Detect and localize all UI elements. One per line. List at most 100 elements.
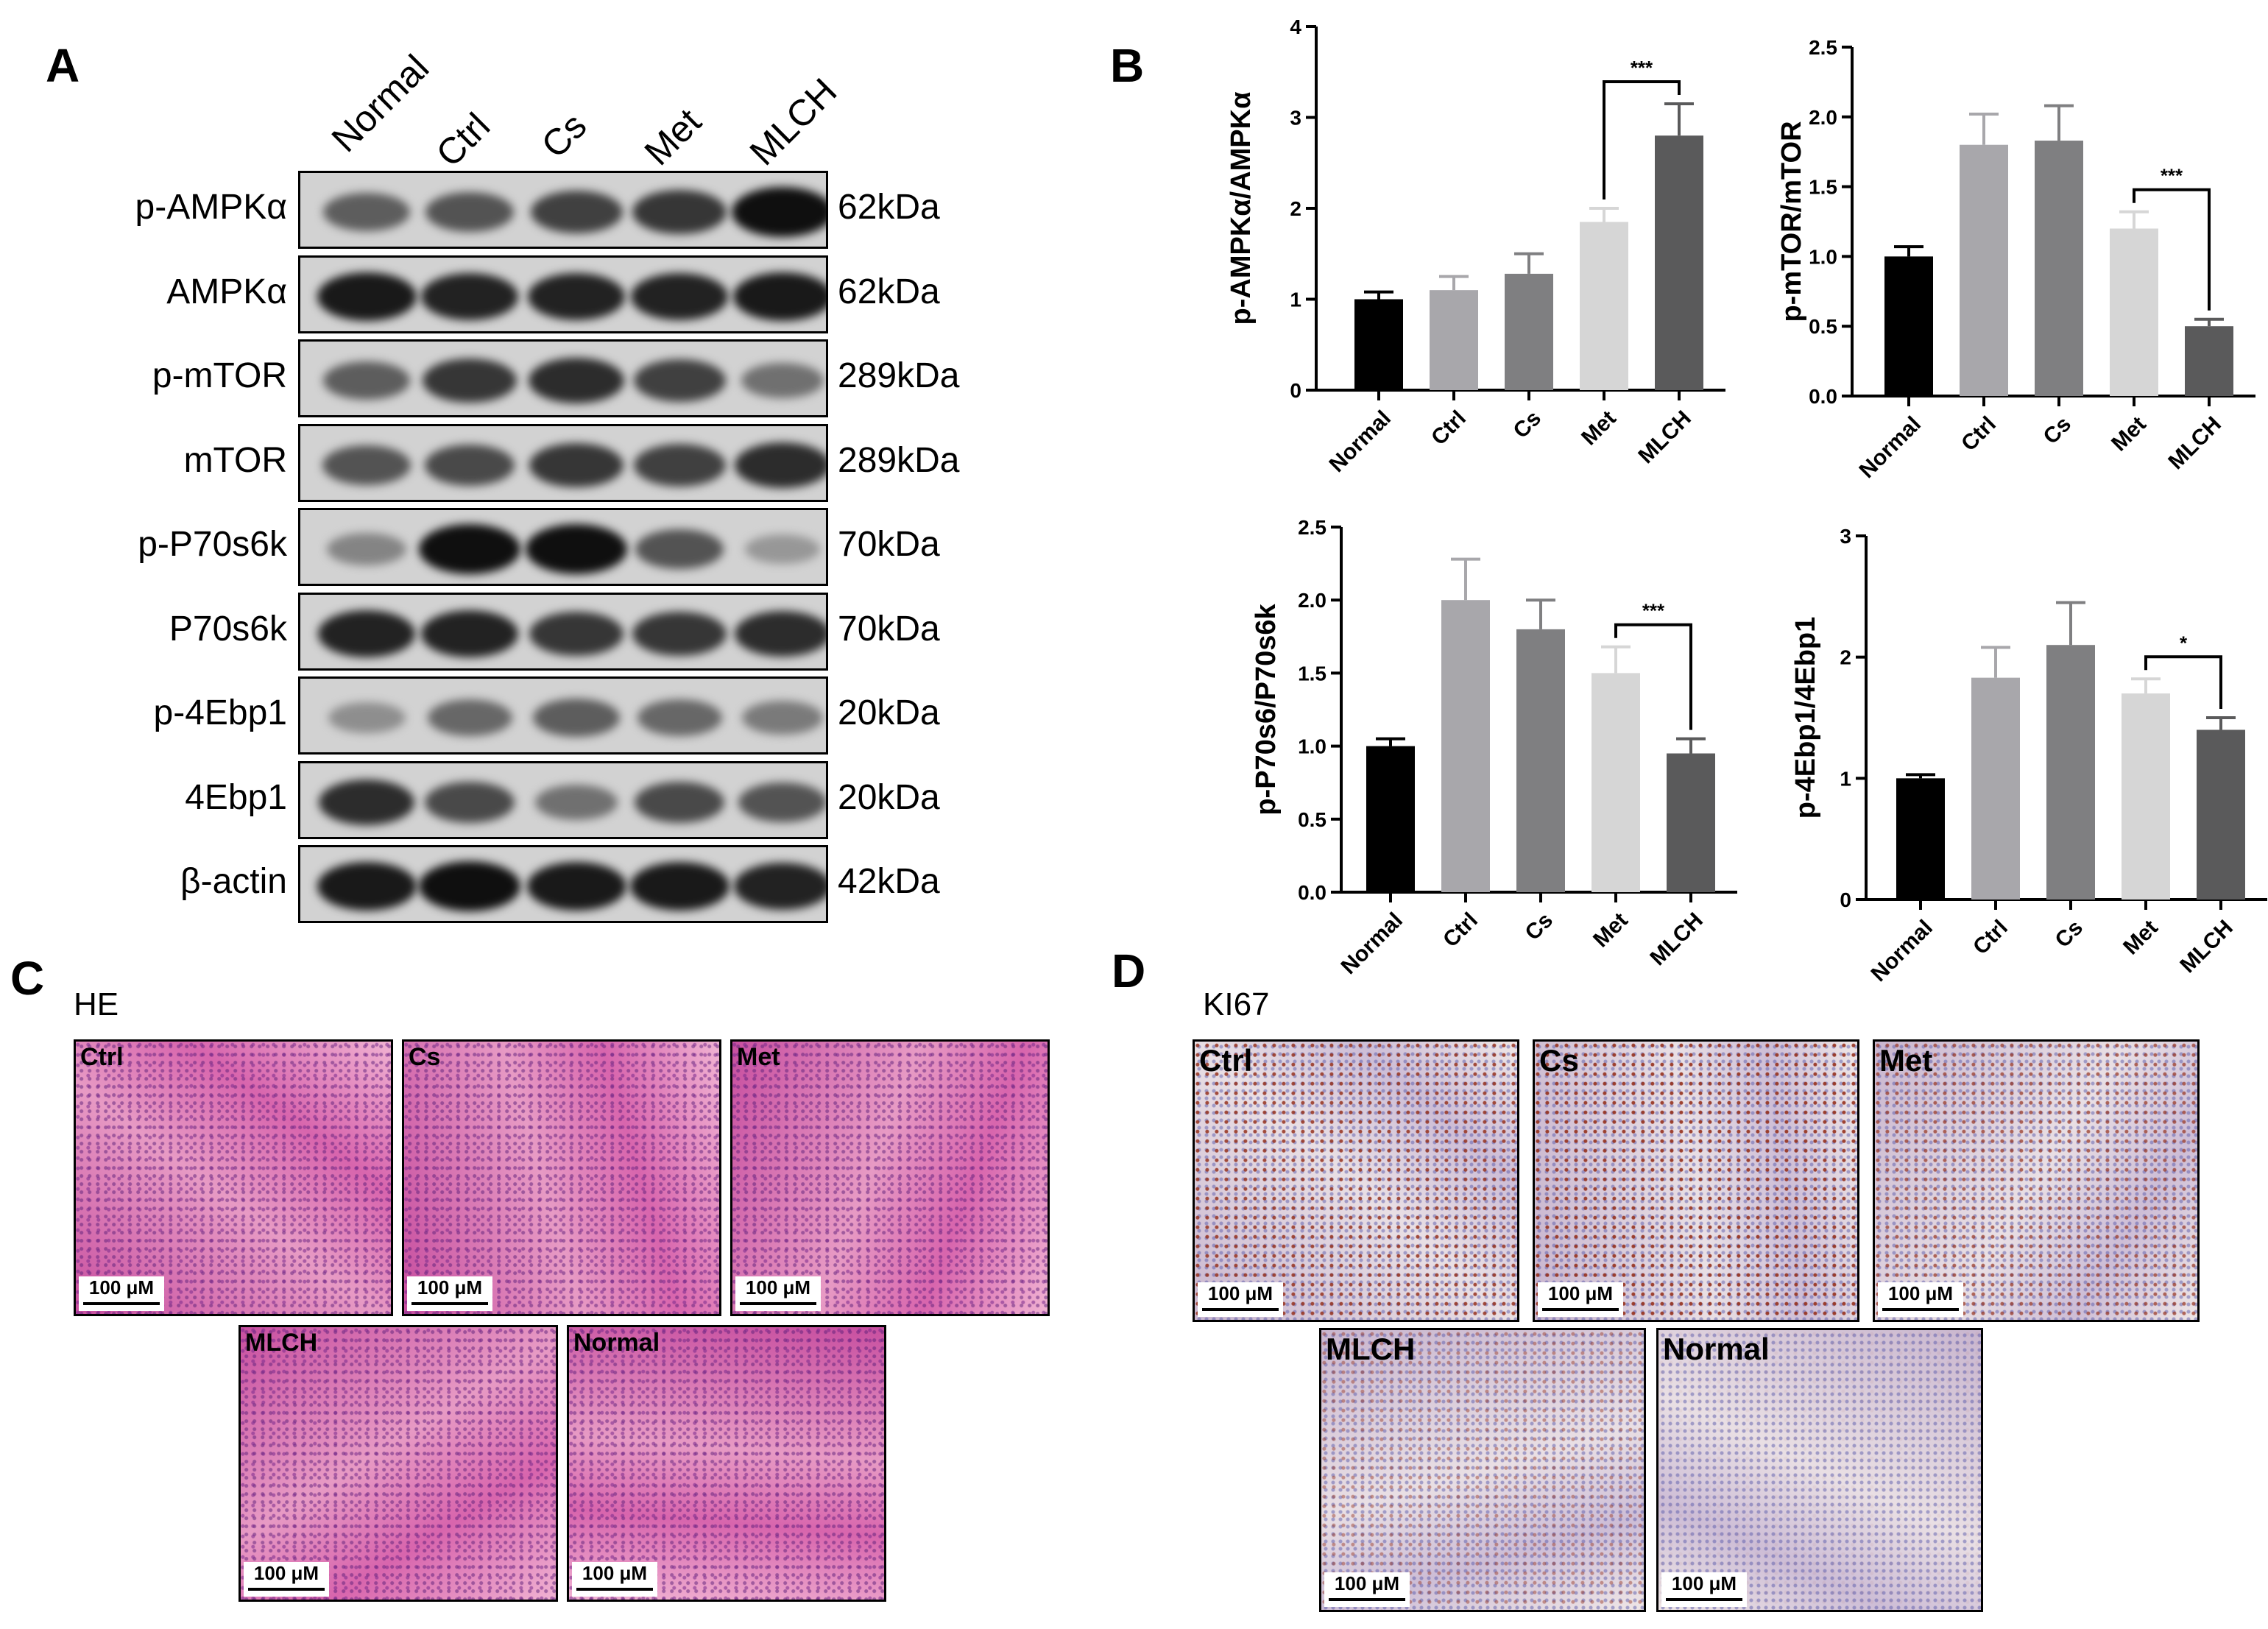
y-tick-label: 2.5 bbox=[1809, 36, 1837, 59]
scale-bar: 100 μM bbox=[79, 1276, 164, 1311]
bar bbox=[1884, 256, 1933, 396]
blot-band bbox=[424, 444, 515, 486]
bar bbox=[2185, 326, 2233, 396]
blot-band bbox=[323, 361, 410, 400]
y-tick-label: 2 bbox=[1840, 646, 1851, 669]
blot-kda-label: 289kDa bbox=[838, 356, 960, 395]
blot-kda-label: 42kDa bbox=[838, 862, 940, 901]
significance-label: *** bbox=[2161, 165, 2183, 187]
micrograph-label: Met bbox=[737, 1043, 780, 1071]
blot-strip bbox=[298, 171, 828, 249]
blot-band bbox=[635, 529, 724, 569]
x-tick-label: Cs bbox=[1508, 406, 1545, 443]
blot-band bbox=[735, 610, 826, 657]
x-tick-label: Met bbox=[2119, 916, 2163, 960]
blot-band bbox=[632, 611, 727, 656]
y-tick-label: 2.0 bbox=[1298, 589, 1326, 612]
y-axis-label: p-mTOR/mTOR bbox=[1776, 121, 1807, 322]
blot-kda-label: 62kDa bbox=[838, 188, 940, 227]
blot-band bbox=[419, 861, 520, 911]
scale-bar: 100 μM bbox=[1538, 1282, 1623, 1317]
blot-band bbox=[420, 609, 519, 657]
bar bbox=[1430, 290, 1478, 390]
micrograph-label: MLCH bbox=[1326, 1332, 1416, 1366]
bar bbox=[1580, 222, 1628, 390]
bar bbox=[1366, 746, 1415, 892]
bar bbox=[2035, 141, 2083, 397]
x-tick-label: Normal bbox=[1325, 406, 1396, 477]
blot-protein-label: p-AMPKα bbox=[135, 188, 287, 227]
blot-band bbox=[323, 193, 410, 231]
blot-band bbox=[530, 191, 623, 233]
micrograph-label: Ctrl bbox=[80, 1043, 124, 1071]
ki67-micrograph: Normal 100 μM bbox=[1656, 1328, 1983, 1612]
blot-strip bbox=[298, 423, 828, 502]
y-tick-label: 2 bbox=[1290, 197, 1301, 220]
bar bbox=[2122, 693, 2170, 900]
blot-protein-label: P70s6k bbox=[169, 609, 287, 649]
panel-letter-a: A bbox=[46, 39, 80, 92]
micrograph-label: Ctrl bbox=[1199, 1043, 1253, 1078]
x-tick-label: Cs bbox=[2050, 916, 2087, 953]
blot-band bbox=[732, 272, 826, 321]
blot-strip bbox=[298, 760, 828, 839]
blot-band bbox=[634, 781, 725, 823]
bar bbox=[1896, 778, 1945, 900]
he-micrograph: Cs 100 μM bbox=[402, 1039, 721, 1316]
micrograph-label: Normal bbox=[573, 1329, 660, 1357]
blot-kda-label: 62kDa bbox=[838, 272, 940, 311]
y-tick-label: 0.5 bbox=[1298, 808, 1326, 831]
x-tick-label: Normal bbox=[1855, 412, 1926, 483]
blot-band bbox=[425, 192, 514, 232]
y-tick-label: 1.0 bbox=[1298, 735, 1326, 758]
blot-protein-label: p-mTOR bbox=[152, 356, 287, 395]
blot-band bbox=[529, 611, 623, 656]
scale-bar-label: 100 μM bbox=[1547, 1282, 1614, 1304]
bar bbox=[1505, 273, 1553, 390]
scale-bar-line bbox=[83, 1302, 160, 1305]
blot-kda-label: 70kDa bbox=[838, 609, 940, 649]
y-tick-label: 3 bbox=[1290, 107, 1301, 130]
scale-bar-label: 100 μM bbox=[1671, 1572, 1737, 1594]
scale-bar-line bbox=[248, 1588, 325, 1591]
bar bbox=[2110, 228, 2158, 396]
blot-band bbox=[322, 445, 411, 485]
blot-protein-label: AMPKα bbox=[166, 272, 287, 311]
x-tick-label: Ctrl bbox=[1438, 908, 1483, 953]
significance-bracket bbox=[2133, 188, 2211, 311]
significance-bracket bbox=[2144, 655, 2222, 709]
ki67-micrograph: Ctrl 100 μM bbox=[1193, 1039, 1519, 1322]
blot-band bbox=[744, 534, 821, 564]
he-micrograph: MLCH 100 μM bbox=[239, 1325, 558, 1602]
blot-band bbox=[427, 699, 512, 736]
blot-band bbox=[328, 702, 406, 733]
y-tick-label: 0.0 bbox=[1809, 385, 1837, 408]
x-tick-label: MLCH bbox=[1645, 908, 1708, 971]
blot-kda-label: 289kDa bbox=[838, 440, 960, 480]
blot-protein-label: p-4Ebp1 bbox=[153, 693, 287, 732]
blot-protein-label: 4Ebp1 bbox=[185, 777, 287, 817]
he-micrograph: Normal 100 μM bbox=[567, 1325, 886, 1602]
blot-band bbox=[633, 443, 726, 487]
y-tick-label: 3 bbox=[1840, 525, 1851, 548]
significance-bracket bbox=[1603, 79, 1681, 199]
blot-band bbox=[317, 862, 417, 911]
blot-kda-label: 20kDa bbox=[838, 693, 940, 732]
bar bbox=[1592, 673, 1640, 892]
blot-band bbox=[420, 272, 519, 320]
he-micrograph: Ctrl 100 μM bbox=[74, 1039, 393, 1316]
blot-strip bbox=[298, 845, 828, 923]
significance-label: *** bbox=[1642, 600, 1665, 622]
blot-band bbox=[533, 699, 620, 737]
scale-bar: 100 μM bbox=[1661, 1572, 1747, 1607]
scale-bar-line bbox=[411, 1302, 488, 1305]
y-tick-label: 4 bbox=[1290, 15, 1301, 38]
blot-strip bbox=[298, 676, 828, 755]
scale-bar: 100 μM bbox=[735, 1276, 821, 1311]
x-tick-label: MLCH bbox=[2175, 916, 2238, 978]
y-axis-label: p-P70s6/P70s6k bbox=[1251, 603, 1282, 815]
bar bbox=[1441, 600, 1490, 892]
scale-bar-label: 100 μM bbox=[1334, 1572, 1400, 1594]
blot-band bbox=[632, 190, 727, 234]
